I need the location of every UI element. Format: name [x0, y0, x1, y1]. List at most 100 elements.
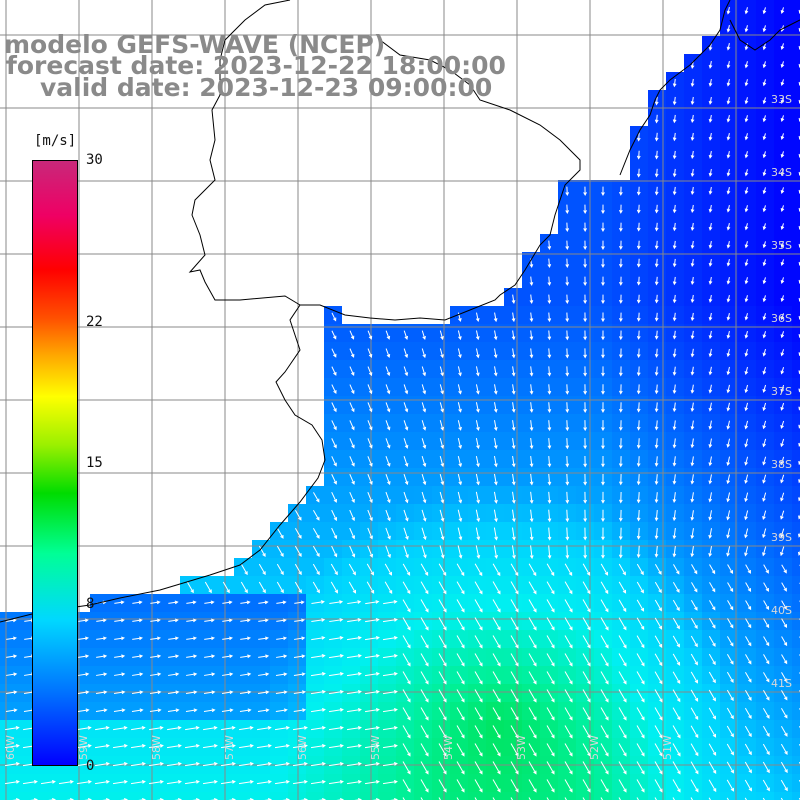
- wind-arrow: [690, 150, 695, 160]
- wind-arrow: [402, 725, 411, 739]
- wind-arrow: [364, 708, 380, 713]
- wind-arrow: [77, 726, 92, 731]
- wind-arrow: [672, 599, 680, 612]
- wind-arrow: [600, 599, 609, 613]
- wind-arrow: [76, 762, 92, 767]
- wind-arrow: [346, 654, 362, 659]
- wind-arrow: [474, 653, 483, 667]
- wind-cell: [792, 252, 800, 270]
- wind-arrow: [186, 618, 197, 623]
- wind-arrow: [438, 761, 447, 775]
- wind-arrow: [528, 617, 537, 631]
- wind-arrow: [78, 618, 89, 623]
- wind-arrow: [582, 635, 591, 649]
- wind-arrow: [94, 780, 110, 785]
- wind-arrow: [529, 348, 534, 359]
- wind-arrow: [690, 635, 698, 648]
- wind-arrow: [492, 725, 501, 739]
- wind-arrow: [726, 295, 731, 303]
- wind-arrow: [367, 456, 373, 467]
- wind-arrow: [565, 276, 570, 287]
- wind-arrow: [762, 43, 767, 51]
- wind-arrow: [240, 600, 251, 605]
- wind-arrow: [294, 636, 306, 641]
- wind-arrow: [456, 779, 465, 793]
- wind-arrow: [202, 762, 218, 767]
- wind-arrow: [385, 491, 391, 504]
- wind-arrow: [204, 636, 215, 641]
- wind-arrow: [385, 509, 391, 522]
- wind-cell: [792, 738, 800, 756]
- wind-arrow: [672, 384, 677, 395]
- wind-arrow: [150, 636, 161, 641]
- wind-arrow: [654, 402, 659, 413]
- colorbar-unit: [m/s]: [34, 133, 77, 149]
- wind-cell: [792, 576, 800, 594]
- wind-arrow: [331, 491, 337, 503]
- wind-arrow: [364, 654, 380, 659]
- wind-arrow: [274, 744, 290, 749]
- wind-arrow: [331, 456, 337, 467]
- latitude-label: 40S: [771, 604, 792, 617]
- wind-arrow: [601, 258, 605, 269]
- wind-arrow: [474, 671, 483, 685]
- wind-arrow: [402, 779, 411, 793]
- wind-arrow: [619, 312, 623, 322]
- wind-arrow: [618, 348, 623, 359]
- wind-arrow: [439, 330, 444, 341]
- wind-arrow: [546, 707, 555, 721]
- wind-arrow: [403, 366, 409, 377]
- wind-arrow: [439, 473, 445, 486]
- wind-arrow: [328, 744, 344, 749]
- wind-arrow: [114, 600, 125, 605]
- wind-cell: [576, 792, 594, 800]
- wind-arrow: [600, 653, 609, 667]
- wind-cell: [468, 792, 486, 800]
- wind-arrow: [257, 708, 270, 713]
- wind-arrow: [797, 550, 800, 556]
- wind-arrow: [690, 186, 695, 196]
- wind-arrow: [672, 294, 677, 304]
- wind-arrow: [256, 762, 272, 767]
- wind-arrow: [457, 491, 463, 504]
- wind-arrow: [475, 438, 480, 450]
- valid-date: valid date: 2023-12-23 09:00:00: [40, 73, 493, 102]
- wind-arrow: [331, 366, 337, 376]
- wind-arrow: [601, 491, 605, 504]
- wind-arrow: [744, 402, 749, 412]
- wind-arrow: [148, 744, 164, 749]
- wind-arrow: [457, 420, 462, 431]
- wind-arrow: [726, 654, 734, 665]
- wind-arrow: [708, 510, 713, 521]
- wind-arrow: [457, 473, 463, 486]
- wind-arrow: [204, 600, 215, 605]
- wind-arrow: [510, 761, 519, 775]
- wind-arrow: [672, 258, 677, 268]
- wind-arrow: [184, 780, 200, 785]
- wind-arrow: [456, 653, 465, 667]
- wind-arrow: [438, 779, 447, 793]
- wind-arrow: [582, 725, 591, 739]
- wind-cell: [792, 504, 800, 522]
- wind-arrow: [403, 348, 409, 359]
- wind-arrow: [546, 617, 555, 631]
- wind-arrow: [222, 618, 233, 623]
- wind-arrow: [510, 599, 519, 613]
- wind-arrow: [364, 762, 380, 767]
- wind-arrow: [367, 509, 373, 522]
- wind-arrow: [96, 654, 108, 659]
- wind-arrow: [222, 600, 233, 605]
- wind-arrow: [582, 707, 591, 721]
- wind-arrow: [382, 762, 398, 767]
- wind-arrow: [744, 331, 749, 339]
- wind-arrow: [762, 492, 767, 502]
- wind-arrow: [672, 240, 677, 250]
- wind-arrow: [618, 420, 623, 431]
- wind-arrow: [618, 599, 627, 613]
- wind-arrow: [22, 780, 38, 785]
- wind-arrow: [636, 563, 644, 576]
- wind-arrow: [601, 222, 605, 233]
- wind-arrow: [365, 618, 380, 623]
- wind-arrow: [763, 672, 770, 683]
- wind-cell: [450, 792, 468, 800]
